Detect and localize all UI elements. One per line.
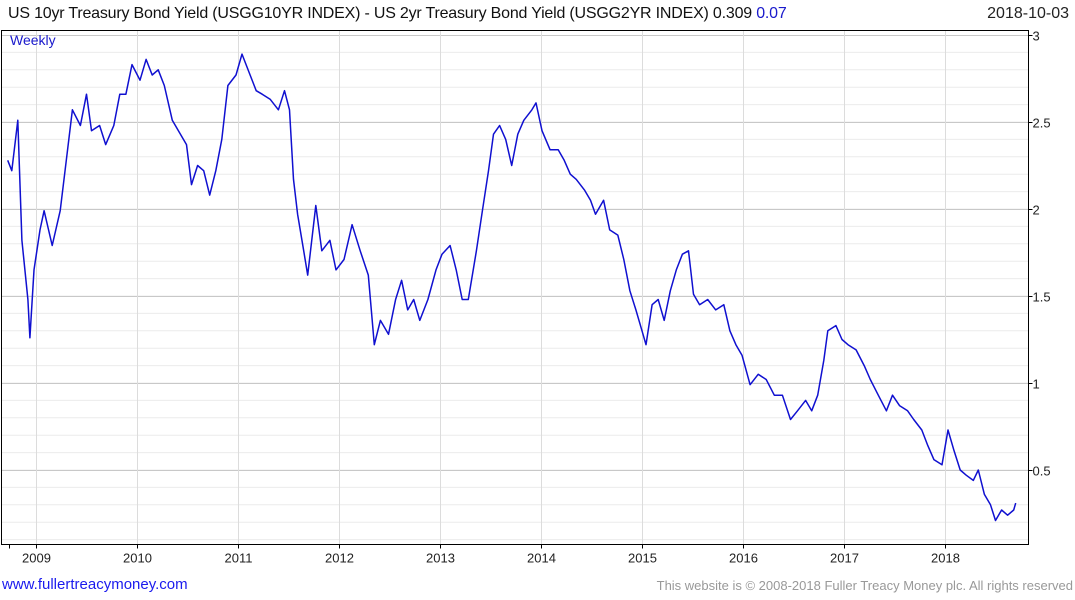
copyright-text: This website is © 2008-2018 Fuller Treac… [656,578,1073,593]
frequency-label: Weekly [10,32,56,48]
y-tick-label: 2 [1033,203,1040,218]
y-tick-label: 0.5 [1033,464,1051,479]
change-value: 0.07 [756,5,787,22]
y-tick-label: 1.5 [1033,290,1051,305]
x-tick-label: 2009 [22,551,51,566]
x-tick-label: 2017 [830,551,859,566]
y-tick-label: 3 [1033,29,1040,44]
x-tick-label: 2011 [225,551,253,566]
x-tick-label: 2015 [628,551,657,566]
x-tick-label: 2014 [527,551,556,566]
last-value: 0.309 [712,5,752,22]
y-tick-label: 2.5 [1033,116,1051,131]
website-link[interactable]: www.fullertreacymoney.com [2,576,188,593]
x-tick-label: 2016 [729,551,758,566]
x-tick-label: 2012 [325,551,354,566]
chart-title: US 10yr Treasury Bond Yield (USGG10YR IN… [8,5,787,23]
series-line [7,53,1017,522]
chart-date: 2018-10-03 [987,5,1069,22]
title-text: US 10yr Treasury Bond Yield (USGG10YR IN… [8,5,709,22]
x-tick-label: 2013 [426,551,455,566]
grid [1,30,1029,545]
y-tick-label: 1 [1033,377,1040,392]
x-tick-label: 2018 [931,551,960,566]
x-tick-label: 2010 [123,551,152,566]
plot-frame [1,30,1029,545]
